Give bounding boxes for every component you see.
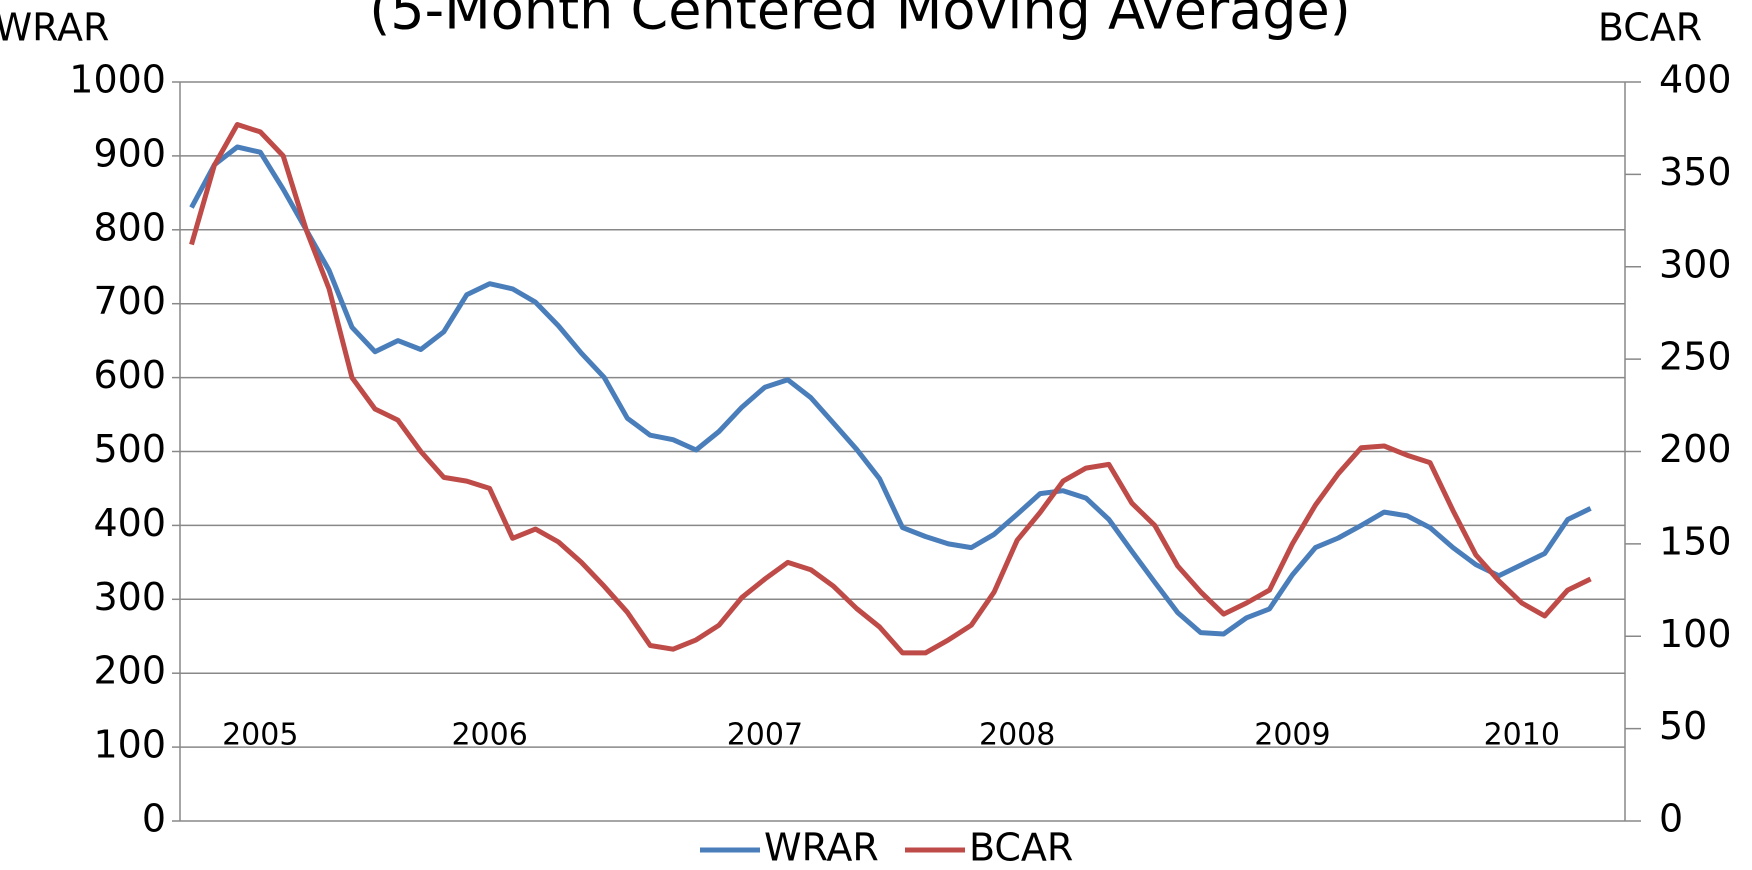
y2-tick-label: 150 xyxy=(1659,519,1732,563)
y2-tick-label: 350 xyxy=(1659,150,1732,194)
y-tick-label: 600 xyxy=(93,353,166,397)
y2-tick-label: 400 xyxy=(1659,58,1732,102)
x-tick-label: 2010 xyxy=(1484,718,1560,753)
y-tick-label: 200 xyxy=(93,649,166,693)
y2-tick-label: 100 xyxy=(1659,612,1732,656)
y-tick-label: 1000 xyxy=(69,58,166,102)
line-series xyxy=(189,122,1592,656)
y2-tick-label: 0 xyxy=(1659,797,1683,841)
chart-title: (5-Month Centered Moving Average) xyxy=(369,0,1351,42)
y2-tick-label: 250 xyxy=(1659,335,1732,379)
legend-label: BCAR xyxy=(969,826,1073,870)
y-tick-label: 500 xyxy=(93,427,166,471)
x-tick-label: 2009 xyxy=(1254,718,1330,753)
y-tick-label: 900 xyxy=(93,131,166,175)
y-tick-label: 700 xyxy=(93,279,166,323)
x-tick-label: 2005 xyxy=(222,718,298,753)
y-tick-label: 300 xyxy=(93,575,166,619)
y-axis-label: WRAR xyxy=(0,6,109,50)
y-tick-label: 100 xyxy=(93,723,166,767)
x-tick-label: 2007 xyxy=(727,718,803,753)
y2-tick-label: 300 xyxy=(1659,242,1732,286)
y-tick-label: 0 xyxy=(142,797,166,841)
y2-tick-label: 50 xyxy=(1659,704,1707,748)
y-tick-label: 800 xyxy=(93,205,166,249)
y-tick-label: 400 xyxy=(93,501,166,545)
x-tick-label: 2008 xyxy=(979,718,1055,753)
legend-label: WRAR xyxy=(764,826,879,870)
line-series xyxy=(189,144,1592,637)
y2-tick-label: 200 xyxy=(1659,427,1732,471)
x-tick-label: 2006 xyxy=(451,718,527,753)
y2-axis-label: BCAR xyxy=(1598,6,1702,50)
